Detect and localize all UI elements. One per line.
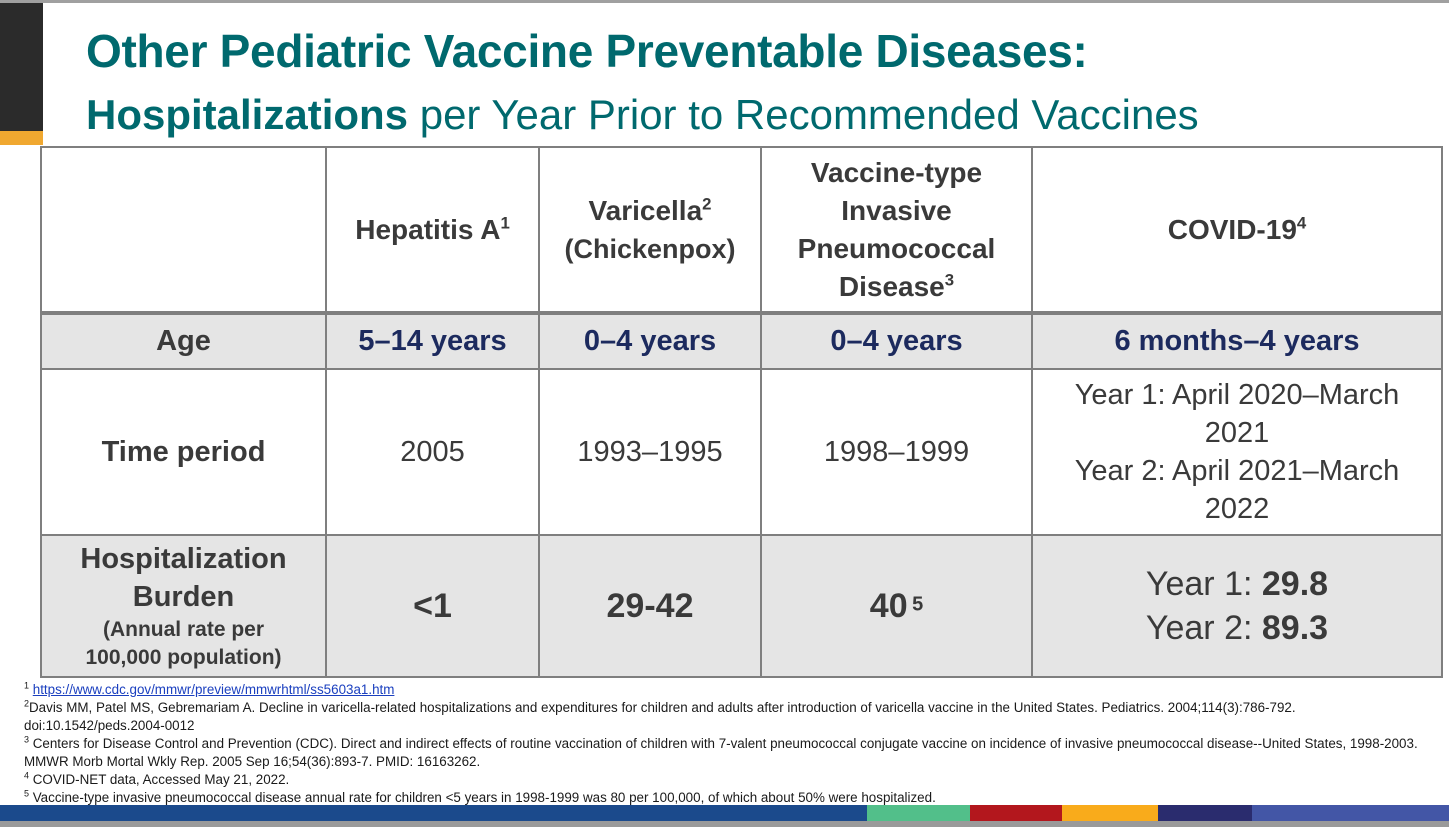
burden-covid-19: Year 1: 29.8 Year 2: 89.3 [1031, 534, 1443, 678]
time-ipd: 1998–1999 [760, 368, 1033, 536]
footnote-5: 5 Vaccine-type invasive pneumococcal dis… [24, 788, 936, 805]
burden-varicella: 29-42 [538, 534, 762, 678]
bar-segment-green [867, 805, 970, 821]
subtitle-bold: Hospitalizations [86, 91, 409, 138]
footnote-2: 2Davis MM, Patel MS, Gebremariam A. Decl… [24, 698, 1296, 733]
burden-label: Hospitalization Burden (Annual rate per … [40, 534, 327, 678]
burden-ipd: 40 5 [760, 534, 1033, 678]
bar-segment-periwinkle [1252, 805, 1449, 821]
bottom-gray-strip [0, 821, 1449, 827]
age-label: Age [40, 311, 327, 370]
bar-segment-blue [0, 805, 867, 821]
slide-title: Other Pediatric Vaccine Preventable Dise… [86, 25, 1088, 77]
age-covid-19: 6 months–4 years [1031, 311, 1443, 370]
slide-subtitle: Hospitalizations per Year Prior to Recom… [86, 91, 1199, 139]
vaccine-table: Hepatitis A1 Varicella2 (Chickenpox) Vacc… [40, 146, 1443, 678]
subtitle-rest: per Year Prior to Recommended Vaccines [408, 91, 1199, 138]
side-dark-block [0, 3, 43, 131]
age-row: Age 5–14 years 0–4 years 0–4 years 6 mon… [40, 311, 1443, 370]
age-hepatitis-a: 5–14 years [325, 311, 540, 370]
bar-segment-navy [1158, 805, 1252, 821]
burden-hepatitis-a: <1 [325, 534, 540, 678]
bar-segment-orange [1062, 805, 1158, 821]
time-hepatitis-a: 2005 [325, 368, 540, 536]
age-ipd: 0–4 years [760, 311, 1033, 370]
footnote-3: 3 Centers for Disease Control and Preven… [24, 734, 1418, 769]
header-hepatitis-a: Hepatitis A1 [325, 146, 540, 314]
bottom-color-bar [0, 805, 1449, 821]
top-border-line [0, 0, 1449, 3]
header-covid-19: COVID-194 [1031, 146, 1443, 314]
footnotes: 1 https://www.cdc.gov/mmwr/preview/mmwrh… [24, 681, 1439, 807]
footnote-4: 4 COVID-NET data, Accessed May 21, 2022. [24, 770, 290, 787]
time-varicella: 1993–1995 [538, 368, 762, 536]
header-varicella: Varicella2 (Chickenpox) [538, 146, 762, 314]
header-ipd: Vaccine-type Invasive Pneumococcal Disease3 [760, 146, 1033, 314]
side-orange-accent [0, 131, 43, 145]
footnote-1: 1 https://www.cdc.gov/mmwr/preview/mmwrh… [24, 680, 395, 697]
header-empty-cell [40, 146, 327, 314]
hospitalization-burden-row: Hospitalization Burden (Annual rate per … [40, 534, 1443, 678]
time-covid-19: Year 1: April 2020–March 2021 Year 2: Apri… [1031, 368, 1443, 536]
header-row: Hepatitis A1 Varicella2 (Chickenpox) Vacc… [40, 146, 1443, 314]
age-varicella: 0–4 years [538, 311, 762, 370]
bar-segment-red [970, 805, 1062, 821]
footnote-1-link[interactable]: https://www.cdc.gov/mmwr/preview/mmwrhtm… [32, 682, 395, 697]
time-period-label: Time period [40, 368, 327, 536]
time-period-row: Time period 2005 1993–1995 1998–1999 Yea… [40, 368, 1443, 536]
